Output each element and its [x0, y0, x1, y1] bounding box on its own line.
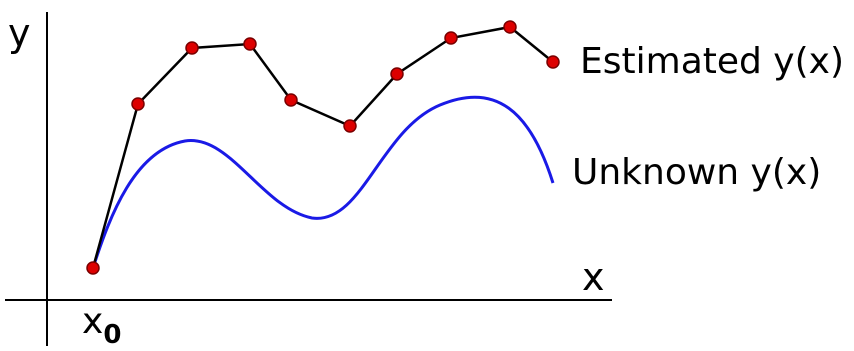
unknown-curve-label: Unknown y(x) — [572, 152, 822, 193]
x-axis-label: x — [582, 255, 605, 299]
estimated-point — [343, 119, 357, 133]
unknown-curve — [91, 95, 555, 269]
estimated-point — [546, 55, 560, 69]
estimated-curve-label: Estimated y(x) — [580, 41, 845, 82]
estimated-point — [444, 31, 458, 45]
estimated-point — [390, 67, 404, 81]
estimated-points — [86, 20, 560, 275]
estimated-point — [243, 37, 257, 51]
y-axis-label: y — [8, 11, 31, 55]
estimated-point — [503, 20, 517, 34]
estimated-point — [131, 97, 145, 111]
x0-subscript: 0 — [103, 320, 122, 350]
estimated-point — [86, 261, 100, 275]
estimated-point — [284, 93, 298, 107]
estimated-point — [185, 41, 199, 55]
x0-label: x0 — [82, 301, 121, 349]
estimated-line — [91, 25, 554, 269]
x0-base: x — [82, 301, 104, 342]
